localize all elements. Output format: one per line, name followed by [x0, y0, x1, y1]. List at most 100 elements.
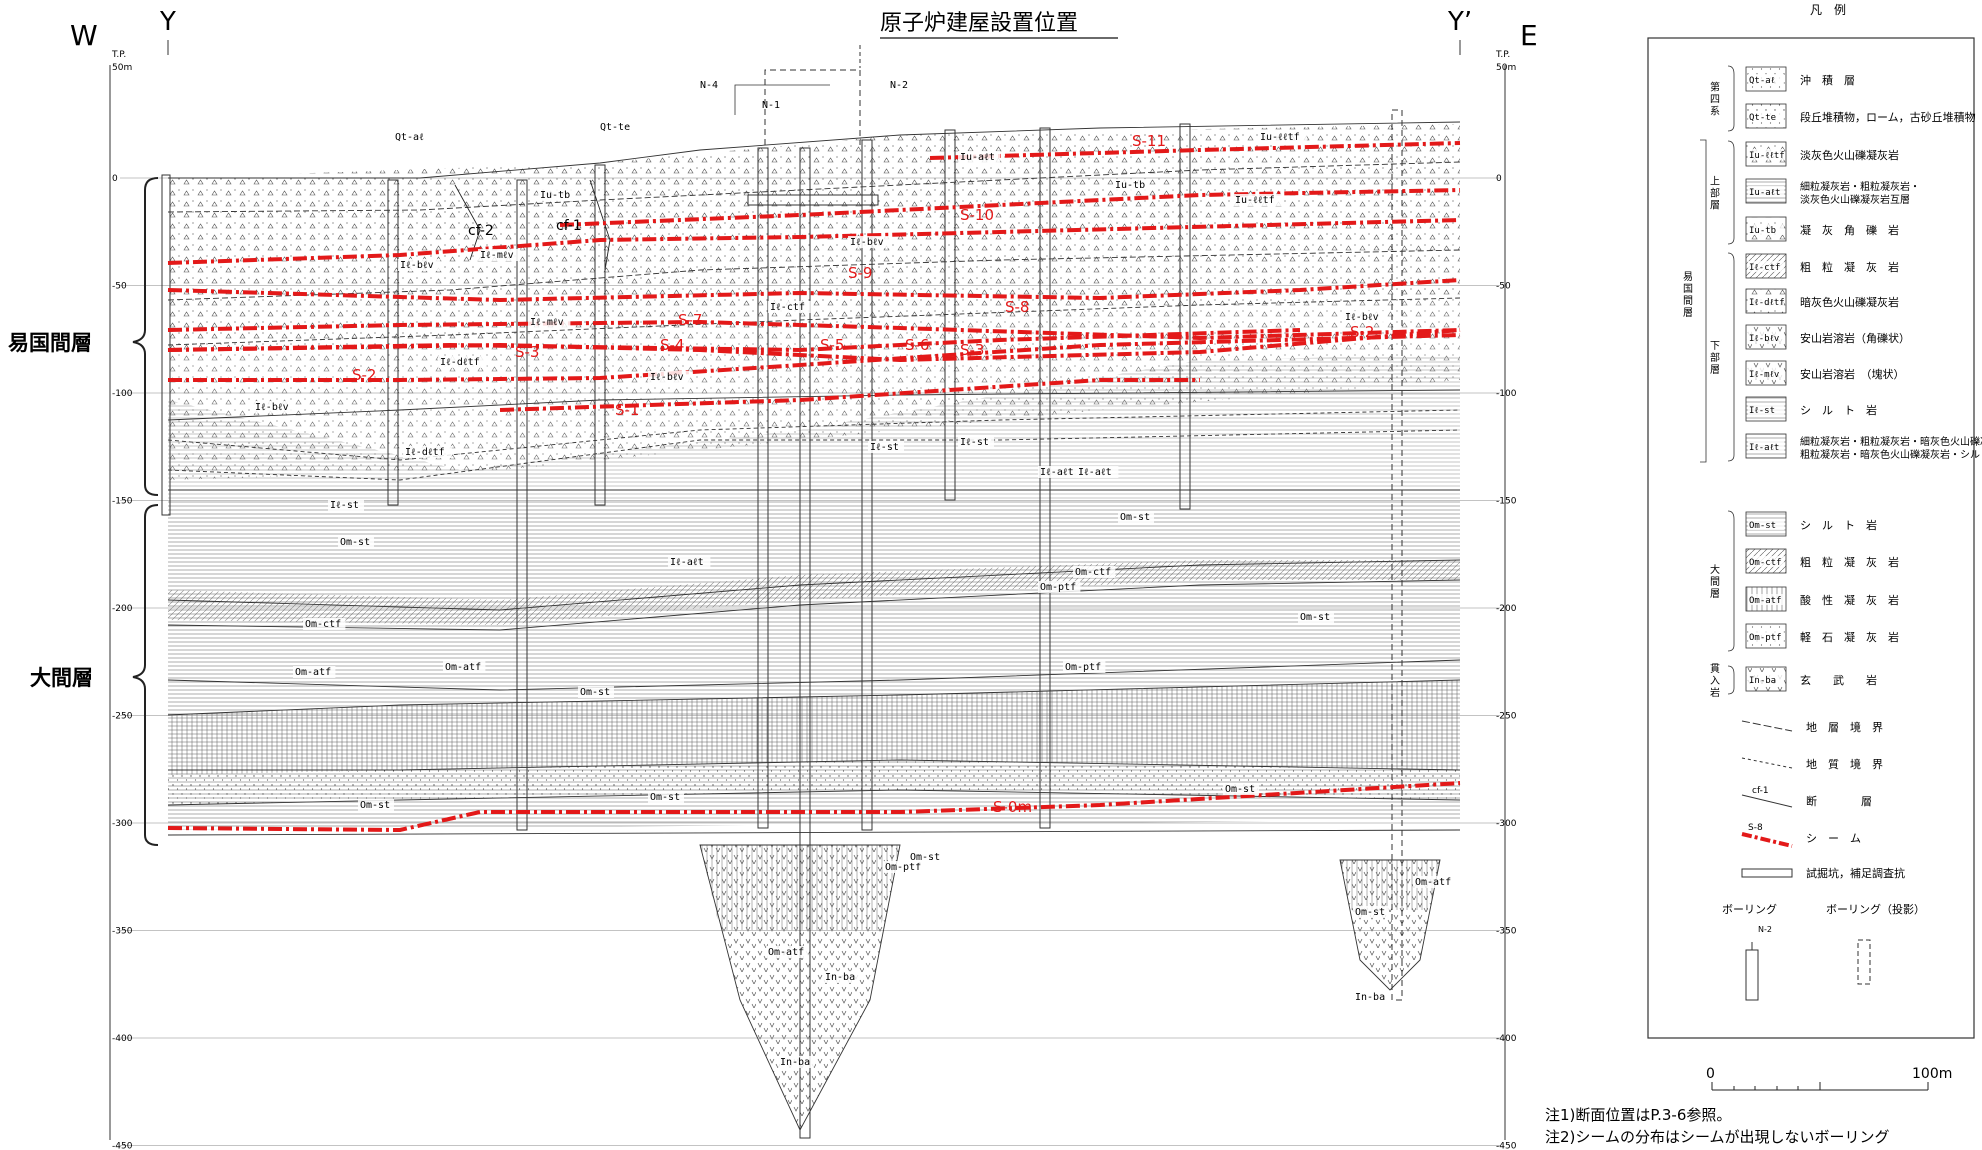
section-start-label: Y [159, 7, 176, 37]
unit-label: Iℓ-aℓt [1040, 467, 1074, 478]
legend-code: Iℓ-bℓv [1749, 334, 1779, 344]
scale-min: 0 [1706, 1066, 1715, 1082]
seam-label: S-2 [352, 366, 376, 384]
seam-line [167, 218, 1461, 265]
unit-label: Iu-tb [540, 190, 570, 201]
axis-unit-left: T.P. [111, 50, 126, 60]
unit-label: Iℓ-dℓtf [405, 447, 445, 458]
unit-label: Iℓ-st [330, 500, 359, 511]
axis-tick-left: -50 [112, 282, 127, 292]
axis-tick-right: -200 [1496, 604, 1517, 614]
axis-tick-right: 0 [1496, 174, 1502, 184]
unit-label: Iℓ-aℓt [1078, 467, 1112, 478]
legend-outer-group: 国 [1683, 283, 1693, 295]
legend-desc: 軽 石 凝 灰 岩 [1800, 630, 1899, 644]
axis-tick-left: -100 [112, 389, 133, 399]
west-label: W [70, 19, 98, 52]
seam-line [168, 333, 1461, 382]
boreholes [161, 69, 1403, 1139]
unit-label: Om-st [650, 792, 680, 803]
axis-tick-right: -150 [1496, 497, 1517, 507]
section-end-label: Y’ [1447, 7, 1472, 37]
legend-group-name: 四 [1710, 95, 1720, 106]
unit-label: Om-atf [1415, 877, 1451, 888]
unit-label: Om-atf [295, 667, 331, 678]
unit-label: Om-atf [768, 947, 804, 958]
legend-desc: 淡灰色火山礫凝灰岩 [1800, 148, 1899, 162]
legend-code: Iℓ-mℓv [1749, 370, 1779, 380]
axis-tick-right: -450 [1496, 1142, 1517, 1150]
seam-label: S-7 [678, 311, 702, 329]
legend-code: Iu-tb [1749, 226, 1776, 236]
legend-code: Om-ctf [1749, 558, 1782, 568]
seam-label: S-5 [820, 336, 844, 354]
unit-label: Iu-ℓℓtf [1260, 132, 1300, 143]
axis-unit-right: T.P. [1495, 50, 1510, 60]
legend-group-name: 入 [1710, 676, 1720, 687]
borehole-tag: N-1 [762, 100, 780, 111]
seam-label: S-11 [1132, 132, 1166, 150]
legend-group-name: 第 [1710, 81, 1720, 94]
legend-symbol-desc: 地 質 境 界 [1806, 757, 1883, 771]
formation-oma: 大間層 [30, 666, 93, 690]
unit-label: In-ba [1355, 992, 1385, 1003]
unit-label: Iℓ-mℓv [530, 317, 564, 328]
legend-code: Iℓ-st [1749, 406, 1775, 416]
legend-desc: 段丘堆積物，ローム，古砂丘堆積物 [1800, 110, 1976, 124]
legend-desc: 安山岩溶岩（角礫状） [1800, 331, 1910, 345]
legend-group-name: 部 [1710, 351, 1720, 364]
unit-label: Iu-tb [1115, 180, 1145, 191]
legend-code: Iℓ-dℓtf [1749, 298, 1785, 308]
unit-label: In-ba [780, 1057, 810, 1068]
legend-desc: 粗 粒 凝 灰 岩 [1800, 260, 1899, 274]
seam-line [167, 328, 1301, 353]
legend-desc: 細粒凝灰岩・粗粒凝灰岩・暗灰色火山礫凝灰岩互層 [1800, 435, 1982, 448]
borehole-tag: N-4 [700, 80, 718, 91]
unit-label: Iℓ-bℓv [850, 237, 884, 248]
axis-top-right: 50m [1496, 63, 1516, 73]
unit-label: Qt-aℓ [395, 132, 424, 143]
legend-boring-label: ボーリング [1722, 902, 1777, 916]
legend-symbol-sample: cf-1 [1752, 786, 1769, 796]
axis-tick-left: -200 [112, 604, 133, 614]
legend-title: 凡 例 [1810, 3, 1846, 17]
legend-group-name: 間 [1710, 576, 1720, 588]
seam-label: S-2 [1350, 323, 1374, 341]
seam-label: S-0m [993, 798, 1032, 816]
seam-line [167, 781, 1461, 833]
formation-brace-ikokuma [132, 177, 159, 496]
unit-label: Om-st [1300, 612, 1330, 623]
axis-tick-left: -450 [112, 1142, 133, 1150]
unit-label: Om-st [1355, 907, 1385, 918]
legend-code: Om-st [1749, 521, 1776, 531]
unit-label: Om-st [1120, 512, 1150, 523]
legend-group-name: 系 [1710, 106, 1720, 118]
legend-boring-projected-label: ボーリング（投影） [1826, 902, 1925, 916]
unit-label: Iu-ℓℓtf [1235, 195, 1275, 206]
axis-tick-left: -150 [112, 497, 133, 507]
unit-label: Iℓ-bℓv [1345, 312, 1379, 323]
legend-box [1647, 37, 1975, 1039]
seam-label: S-9 [848, 264, 872, 282]
unit-label: Iℓ-st [870, 442, 899, 453]
unit-label: Om-st [360, 800, 390, 811]
seam-label: S-10 [960, 206, 994, 224]
note-1: 注1)断面位置はP.3-6参照。 [1545, 1106, 1731, 1124]
east-label: E [1520, 19, 1538, 52]
legend-desc: 酸 性 凝 灰 岩 [1800, 593, 1899, 607]
axis-tick-left: -250 [112, 712, 133, 722]
unit-label: In-ba [825, 972, 855, 983]
axis-tick-left: -350 [112, 927, 133, 937]
legend-code: Om-atf [1749, 596, 1782, 606]
scale-bar [1711, 1082, 1929, 1091]
axis-tick-right: -100 [1496, 389, 1517, 399]
legend-desc: 凝 灰 角 礫 岩 [1800, 223, 1899, 237]
legend-code: Qt-te [1749, 113, 1776, 123]
axis-tick-left: -300 [112, 819, 133, 829]
legend-desc: シ ル ト 岩 [1800, 518, 1877, 532]
unit-labels: Qt-aℓ Qt-te Iu-ℓℓtf Iu-tb Iu-aℓt Iu-tb Iu-ℓℓtf… [253, 121, 1456, 1068]
unit-label: Iℓ-mℓv [480, 250, 514, 261]
legend-desc: 淡灰色火山礫凝灰岩互層 [1800, 193, 1910, 206]
legend-symbol-desc: シ ー ム [1806, 832, 1861, 845]
